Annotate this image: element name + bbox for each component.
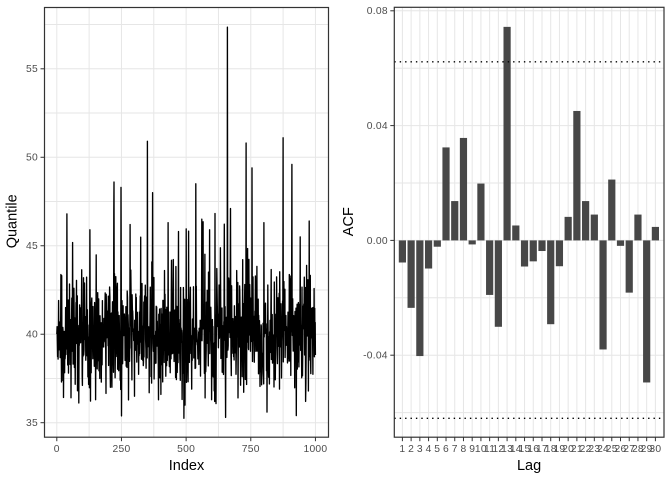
svg-text:0.00: 0.00 [367, 236, 388, 247]
svg-text:ACF: ACF [341, 207, 357, 236]
svg-text:6: 6 [443, 444, 449, 455]
svg-text:30: 30 [649, 444, 661, 455]
svg-text:28: 28 [632, 444, 644, 455]
svg-text:4: 4 [426, 444, 432, 455]
svg-text:19: 19 [553, 444, 565, 455]
svg-text:45: 45 [26, 241, 38, 252]
svg-text:17: 17 [536, 444, 548, 455]
svg-text:20: 20 [562, 444, 574, 455]
svg-text:25: 25 [606, 444, 618, 455]
svg-text:250: 250 [112, 444, 130, 455]
svg-text:14: 14 [510, 444, 522, 455]
svg-text:Lag: Lag [517, 458, 541, 474]
svg-text:0.04: 0.04 [367, 121, 388, 132]
svg-text:8: 8 [460, 444, 466, 455]
svg-text:13: 13 [501, 444, 513, 455]
svg-text:9: 9 [469, 444, 475, 455]
svg-text:-0.04: -0.04 [363, 351, 388, 362]
svg-text:29: 29 [641, 444, 653, 455]
svg-text:3: 3 [417, 444, 423, 455]
svg-text:2: 2 [408, 444, 414, 455]
svg-text:16: 16 [527, 444, 539, 455]
svg-text:12: 12 [492, 444, 504, 455]
svg-text:7: 7 [452, 444, 458, 455]
svg-text:1: 1 [399, 444, 405, 455]
svg-text:Index: Index [169, 458, 205, 474]
svg-text:35: 35 [26, 418, 38, 429]
svg-text:21: 21 [571, 444, 583, 455]
svg-text:50: 50 [26, 153, 38, 164]
svg-text:18: 18 [545, 444, 557, 455]
svg-text:26: 26 [615, 444, 627, 455]
svg-text:500: 500 [177, 444, 195, 455]
svg-text:40: 40 [26, 330, 38, 341]
svg-text:23: 23 [588, 444, 600, 455]
svg-text:Quantile: Quantile [5, 194, 21, 248]
svg-text:5: 5 [434, 444, 440, 455]
svg-text:1000: 1000 [303, 444, 327, 455]
svg-text:24: 24 [597, 444, 609, 455]
svg-text:11: 11 [484, 444, 495, 455]
svg-text:22: 22 [580, 444, 592, 455]
svg-text:0.08: 0.08 [367, 6, 388, 17]
svg-text:10: 10 [475, 444, 487, 455]
svg-text:750: 750 [242, 444, 260, 455]
svg-text:0: 0 [54, 444, 60, 455]
svg-text:27: 27 [623, 444, 635, 455]
svg-text:55: 55 [26, 64, 38, 75]
svg-text:15: 15 [519, 444, 531, 455]
